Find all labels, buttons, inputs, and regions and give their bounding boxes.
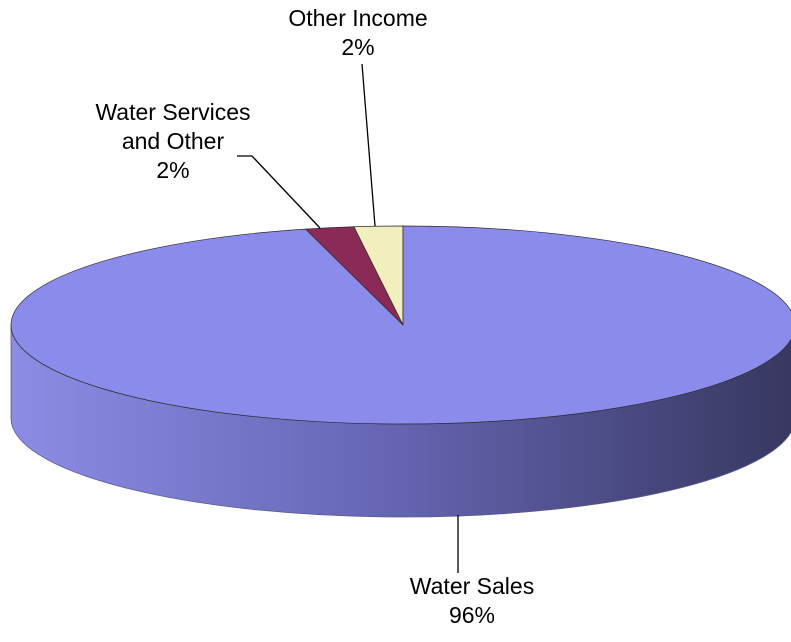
leader-line-other-income [361,63,376,227]
slice-label-line: and Other [121,128,225,154]
leader-line-water-services [237,155,321,229]
slice-label-line: Other Income [288,5,428,31]
slice-label-line: Water Sales [409,573,535,599]
slice-label-line: Water Services [95,99,251,125]
slice-label-percent: 2% [156,157,190,183]
slice-label-percent: 2% [341,34,375,60]
slice-label-percent: 96% [448,602,496,628]
slice-label-water-sales: Water Sales 96% [352,572,592,630]
slice-label-water-services: Water Services and Other 2% [53,98,293,185]
slice-label-other-income: Other Income 2% [238,4,478,62]
pie-slice-water-sales [10,225,791,425]
